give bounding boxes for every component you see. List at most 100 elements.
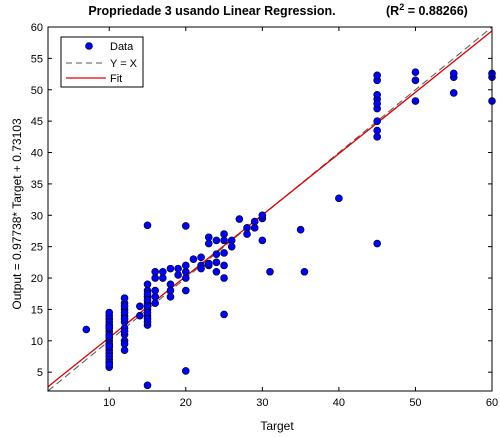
- data-point: [204, 259, 213, 268]
- data-point: [143, 302, 152, 311]
- legend-data-marker: [85, 42, 93, 50]
- legend-box: [60, 36, 144, 88]
- x-tick-label: 20: [180, 397, 192, 409]
- y-tick-label: 10: [31, 336, 43, 348]
- data-point: [143, 315, 152, 323]
- legend: Data Y = X Fit: [60, 36, 144, 88]
- data-point: [373, 133, 381, 141]
- data-point: [266, 267, 274, 276]
- data-point: [335, 194, 343, 203]
- data-point: [105, 331, 114, 340]
- data-point: [227, 236, 236, 245]
- data-point: [105, 342, 114, 350]
- data-point: [220, 249, 228, 257]
- x-tick-label: 60: [486, 397, 498, 409]
- data-point: [143, 296, 152, 304]
- data-point: [212, 250, 221, 258]
- data-point: [449, 69, 458, 78]
- data-point: [373, 126, 381, 135]
- data-point: [174, 271, 182, 279]
- data-point: [159, 274, 167, 282]
- data-point: [212, 236, 221, 245]
- chart-title: Propriedade 3 usando Linear Regression.: [88, 4, 335, 18]
- data-point: [166, 286, 175, 295]
- data-point: [204, 239, 213, 248]
- x-tick-label: 40: [333, 397, 345, 409]
- data-point: [411, 97, 420, 105]
- r2-value: = 0.88266): [404, 4, 468, 18]
- data-point: [181, 267, 190, 276]
- data-point: [105, 323, 114, 331]
- data-point: [166, 293, 175, 301]
- data-point: [120, 308, 129, 317]
- data-point: [220, 274, 228, 282]
- data-point: [151, 274, 159, 282]
- data-point: [449, 89, 458, 97]
- x-axis-label: Target: [260, 419, 294, 433]
- data-point: [120, 327, 129, 336]
- data-point: [197, 264, 205, 273]
- data-point: [250, 224, 259, 232]
- x-tick-label: 30: [256, 397, 268, 409]
- axis-ticks: 10 20 30 40 50 60 5 10 15 20 25 30 35 40 45 50 55 60: [31, 22, 498, 409]
- data-point: [120, 294, 129, 302]
- data-point: [243, 224, 251, 232]
- data-point: [181, 274, 190, 282]
- x-tick-label: 10: [103, 397, 115, 409]
- data-point: [143, 308, 152, 317]
- data-point: [105, 308, 114, 317]
- y-tick-label: 50: [31, 85, 43, 97]
- data-point: [120, 315, 129, 323]
- x-tick-label: 50: [409, 397, 421, 409]
- data-point: [220, 310, 228, 319]
- y-tick-label: 5: [37, 367, 43, 379]
- data-point: [220, 230, 228, 238]
- data-point: [373, 239, 381, 248]
- data-point: [120, 302, 129, 311]
- y-tick-label: 25: [31, 242, 43, 254]
- data-point: [220, 236, 228, 245]
- data-point: [258, 236, 267, 245]
- data-point: [204, 233, 213, 242]
- data-point: [189, 255, 198, 264]
- y-tick-label: 40: [31, 148, 43, 160]
- data-point: [235, 215, 244, 223]
- r2-annotation: (R2 = 0.88266): [386, 2, 468, 18]
- data-point: [151, 293, 159, 301]
- data-point: [212, 267, 221, 276]
- data-point: [82, 325, 91, 334]
- legend-data-label: Data: [110, 41, 134, 53]
- y-tick-label: 45: [31, 116, 43, 128]
- data-point: [243, 230, 251, 238]
- y-tick-label: 20: [31, 273, 43, 285]
- data-point: [373, 90, 381, 99]
- data-point: [258, 211, 267, 220]
- data-point: [227, 242, 236, 251]
- y-tick-label: 30: [31, 210, 43, 222]
- data-point: [181, 261, 190, 270]
- data-point: [181, 222, 190, 230]
- data-point: [166, 280, 175, 289]
- axes-box: [47, 26, 493, 392]
- data-point: [151, 267, 159, 276]
- data-point: [373, 71, 381, 80]
- legend-identity-label: Y = X: [110, 58, 138, 70]
- data-point: [296, 225, 305, 234]
- data-point: [220, 261, 228, 270]
- data-point: [143, 289, 152, 298]
- data-point: [166, 264, 175, 273]
- data-point: [411, 76, 420, 85]
- data-point: [250, 217, 259, 226]
- data-point: [151, 286, 159, 295]
- data-point: [373, 99, 381, 108]
- y-tick-label: 15: [31, 304, 43, 316]
- data-point: [174, 264, 182, 273]
- data-point: [120, 340, 129, 348]
- data-point: [300, 267, 309, 276]
- data-point: [120, 346, 129, 355]
- data-point: [143, 221, 152, 230]
- data-point: [159, 267, 167, 276]
- data-point: [151, 299, 159, 307]
- legend-fit-label: Fit: [110, 73, 122, 85]
